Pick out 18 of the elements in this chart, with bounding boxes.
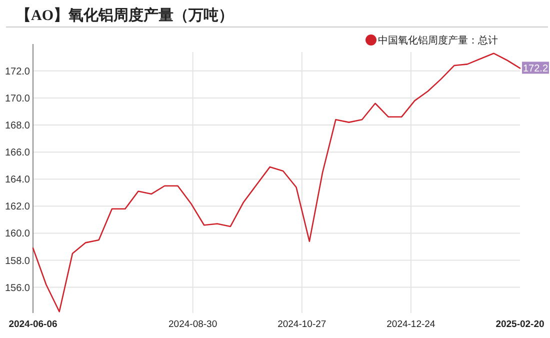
y-tick-label: 170.0: [4, 93, 30, 104]
y-tick-label: 164.0: [4, 174, 30, 186]
y-tick-label: 160.0: [4, 228, 30, 240]
y-tick-label: 166.0: [4, 148, 30, 159]
legend-label: 中国氧化铝周度产量：总计: [378, 34, 498, 46]
x-tick-label: 2024-12-24: [386, 319, 436, 330]
x-tick-label: 2024-06-06: [8, 319, 58, 330]
x-tick-label: 2025-02-20: [496, 319, 544, 330]
y-tick-label: 162.0: [4, 202, 30, 213]
x-tick-label: 2024-10-27: [278, 319, 326, 330]
y-tick-label: 158.0: [4, 256, 30, 267]
y-tick-label: 168.0: [4, 120, 30, 132]
line-series: [32, 52, 521, 312]
annotation: 172.2: [522, 64, 548, 75]
y-tick-label: 156.0: [4, 282, 30, 294]
x-tick-label: 2024-08-30: [168, 319, 218, 330]
y-tick-label: 172.0: [4, 66, 30, 78]
chart-title: 【AO】氧化铝周度产量（万吨）: [16, 6, 234, 24]
